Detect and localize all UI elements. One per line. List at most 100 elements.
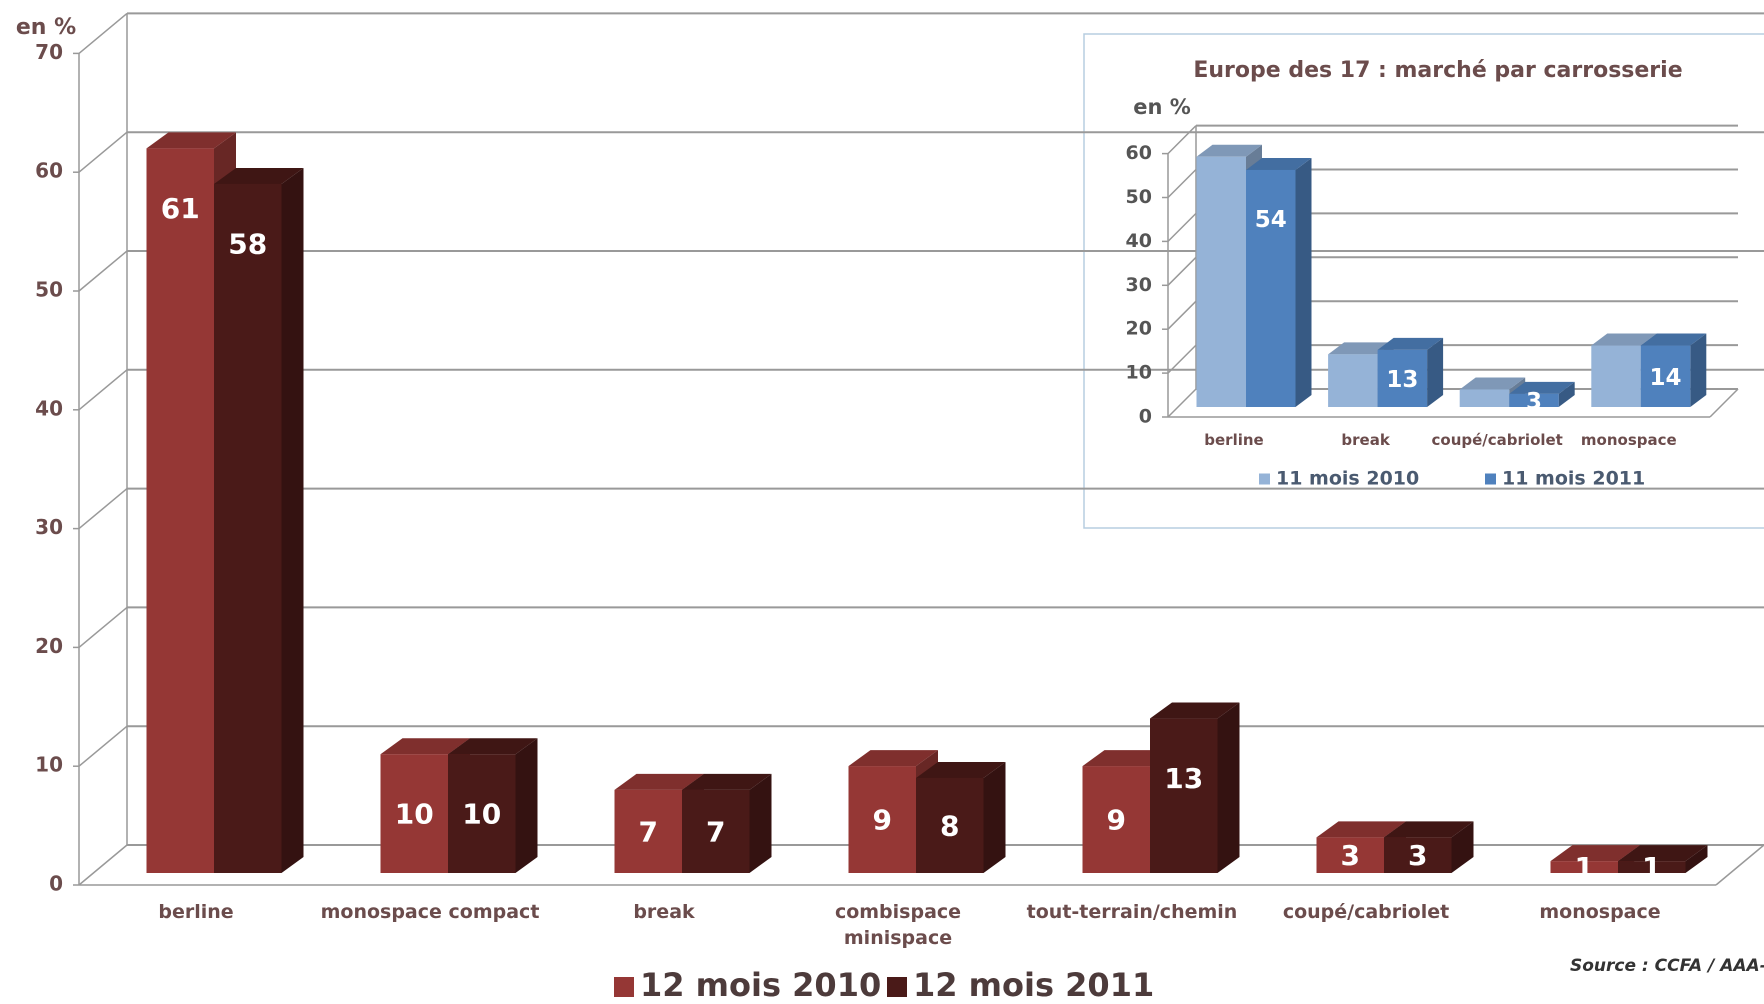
y-tick-label: 20: [35, 634, 63, 658]
bar: [1246, 169, 1296, 407]
bar-top: [1591, 333, 1657, 346]
data-label: 9: [873, 804, 892, 837]
legend-swatch: [614, 977, 634, 997]
data-label: 7: [639, 815, 658, 848]
data-label: 1: [1575, 851, 1594, 884]
bar-top: [1196, 144, 1262, 157]
x-tick-label: combispace minispace: [834, 901, 962, 949]
bar: [848, 766, 916, 873]
grid-diagonal: [1167, 344, 1197, 374]
floor-edge: [1715, 844, 1764, 886]
y-tick-label: 40: [35, 396, 63, 420]
data-label: 8: [940, 809, 959, 842]
bar-top: [1459, 377, 1526, 390]
legend-swatch: [887, 977, 907, 997]
legend-label: 12 mois 2010: [640, 966, 881, 1004]
bar-top: [380, 738, 470, 755]
x-tick-label: monospace: [1539, 901, 1661, 923]
bar: [1377, 349, 1428, 407]
legend-swatch: [1485, 473, 1496, 485]
x-tick-label: monospace compact: [320, 901, 540, 923]
legend-swatch: [1259, 473, 1270, 485]
bar: [380, 754, 448, 873]
bar-side: [281, 167, 304, 873]
grid-diagonal: [1167, 125, 1197, 155]
bar: [1328, 354, 1378, 407]
bar: [1384, 837, 1452, 873]
bar-top: [1509, 381, 1575, 394]
bar: [1150, 718, 1218, 873]
bar: [1196, 156, 1246, 407]
data-label: 3: [1526, 389, 1542, 415]
data-label: 7: [706, 815, 725, 848]
bar: [916, 777, 984, 873]
grid-diagonal: [1167, 212, 1197, 242]
bar-top: [146, 132, 236, 149]
grid-diagonal: [78, 250, 128, 292]
bar-top: [448, 738, 538, 755]
bar: [214, 183, 282, 873]
bar-top: [1316, 821, 1406, 838]
legend-label: 11 mois 2011: [1502, 468, 1645, 490]
bar-top: [1377, 337, 1444, 350]
x-tick-label: break: [633, 901, 695, 923]
x-tick-label: monospace: [1580, 431, 1677, 449]
y-tick-label: 0: [1139, 406, 1152, 428]
y-tick-label: 20: [1126, 318, 1152, 340]
bar: [1316, 837, 1384, 873]
bar-top: [214, 167, 304, 184]
y-axis-label: en %: [1133, 95, 1191, 119]
bar-top: [1618, 845, 1708, 862]
x-tick-label: coupé/cabriolet: [1431, 431, 1563, 449]
data-label: 13: [1386, 367, 1418, 393]
bar-top: [614, 773, 704, 790]
grid-diagonal: [1167, 256, 1197, 286]
data-label: 3: [1341, 839, 1360, 872]
data-label: 61: [161, 192, 200, 225]
bar-side: [1427, 337, 1444, 407]
chart-title: Europe des 17 : marché par carrosserie: [1193, 58, 1682, 83]
bar: [682, 789, 750, 873]
bar-side: [1685, 845, 1708, 873]
y-tick-label: 60: [1126, 142, 1152, 164]
data-label: 58: [228, 228, 267, 261]
grid-diagonal: [78, 12, 128, 54]
bar-top: [1328, 342, 1394, 355]
data-label: 1: [1642, 851, 1661, 884]
bar: [1082, 766, 1150, 873]
grid-diagonal: [78, 369, 128, 411]
bar: [448, 754, 516, 873]
grid-diagonal: [78, 606, 128, 648]
bar-side: [1217, 702, 1240, 873]
grid-diagonal: [78, 488, 128, 530]
bar: [1459, 389, 1510, 407]
x-tick-label: break: [1341, 431, 1390, 449]
source-note: Source : CCFA / AAA-D: [1570, 956, 1764, 976]
x-tick-label: coupé/cabriolet: [1282, 901, 1450, 923]
bar: [1591, 345, 1641, 407]
data-label: 3: [1408, 839, 1427, 872]
bar-top: [848, 750, 938, 767]
bar: [614, 789, 682, 873]
x-tick-label: tout-terrain/chemin: [1026, 901, 1238, 923]
bar-top: [1550, 845, 1640, 862]
bar-top: [1150, 702, 1240, 719]
data-label: 10: [395, 798, 434, 831]
bar-side: [1295, 157, 1312, 407]
grid-diagonal: [78, 844, 128, 886]
bar-top: [1640, 333, 1707, 346]
y-tick-label: 70: [35, 40, 63, 64]
y-tick-label: 50: [35, 278, 63, 302]
bar-top: [1384, 821, 1474, 838]
grid-diagonal: [78, 725, 128, 767]
grid-diagonal: [1167, 388, 1197, 418]
bar-side: [1451, 821, 1474, 873]
grid-diagonal: [1167, 300, 1197, 330]
y-tick-label: 0: [49, 872, 63, 896]
y-axis-label: en %: [16, 15, 76, 40]
bar-side: [1690, 333, 1707, 407]
legend-label: 12 mois 2011: [913, 966, 1154, 1004]
y-tick-label: 10: [35, 753, 63, 777]
